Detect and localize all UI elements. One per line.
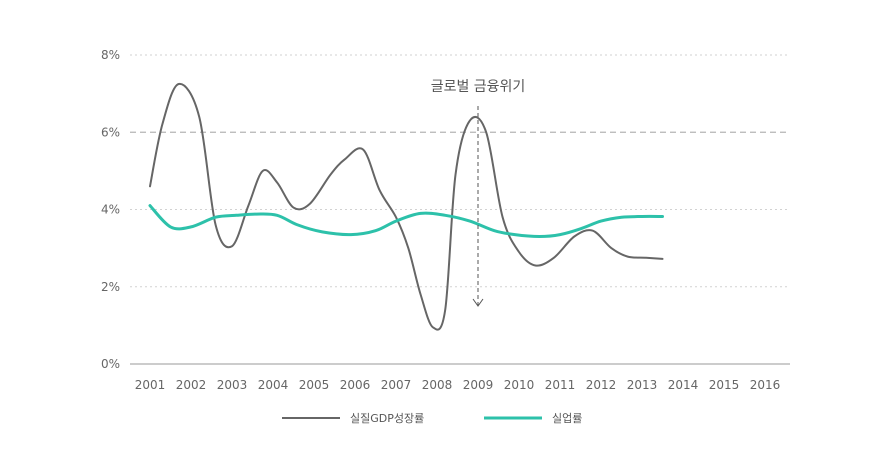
- y-tick-label: 0%: [101, 357, 120, 371]
- legend: 실질GDP성장률 실업률: [282, 412, 582, 425]
- legend-label: 실업률: [552, 412, 582, 425]
- y-tick-label: 2%: [101, 280, 120, 294]
- series-lines: [148, 82, 664, 331]
- y-tick-label: 8%: [101, 48, 120, 62]
- x-tick-label: 2013: [627, 378, 658, 392]
- unemployment-series-line: [148, 204, 664, 238]
- x-tick-label: 2012: [586, 378, 617, 392]
- x-tick-label: 2007: [381, 378, 412, 392]
- x-tick-label: 2003: [217, 378, 248, 392]
- x-tick-label: 2016: [750, 378, 781, 392]
- x-tick-label: 2004: [258, 378, 289, 392]
- x-tick-label: 2011: [545, 378, 576, 392]
- x-tick-label: 2002: [176, 378, 207, 392]
- x-tick-label: 2010: [504, 378, 535, 392]
- x-tick-label: 2014: [668, 378, 699, 392]
- x-tick-label: 2008: [422, 378, 453, 392]
- legend-label: 실질GDP성장률: [350, 412, 424, 425]
- x-tick-label: 2001: [135, 378, 166, 392]
- annotation-label: 글로벌 금융위기: [431, 79, 526, 95]
- y-axis-tick-labels: 0% 2% 4% 6% 8%: [101, 48, 120, 371]
- x-tick-label: 2005: [299, 378, 330, 392]
- y-tick-label: 6%: [101, 125, 120, 139]
- grid-lines: [130, 54, 790, 288]
- x-tick-label: 2009: [463, 378, 494, 392]
- annotation: 글로벌 금융위기: [431, 79, 526, 307]
- x-axis-tick-labels: 2001 2002 2003 2004 2005 2006 2007 2008 2009 2010…: [135, 378, 781, 392]
- annotation-arrow-head: [472, 298, 484, 307]
- y-tick-label: 4%: [101, 203, 120, 217]
- x-tick-label: 2006: [340, 378, 371, 392]
- x-tick-label: 2015: [709, 378, 740, 392]
- gdp-growth-series-line: [149, 82, 664, 331]
